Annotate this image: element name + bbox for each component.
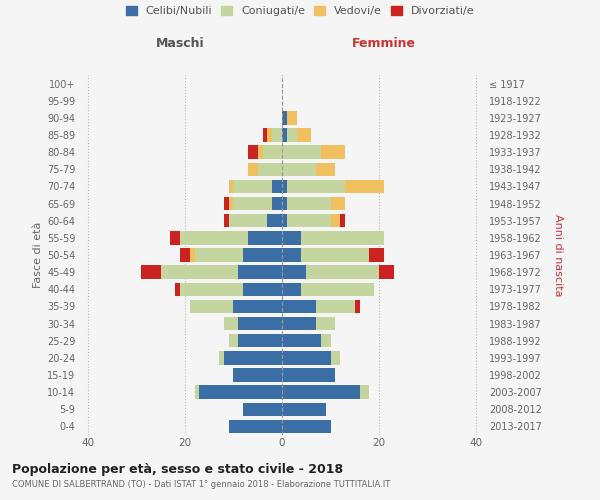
Bar: [282, 146, 321, 159]
Bar: [282, 300, 316, 313]
Bar: [180, 231, 248, 244]
Bar: [360, 386, 370, 399]
Bar: [282, 214, 287, 228]
Bar: [194, 248, 243, 262]
Bar: [248, 146, 258, 159]
Bar: [263, 128, 268, 141]
Bar: [180, 248, 190, 262]
Bar: [233, 300, 282, 313]
Bar: [248, 231, 282, 244]
Bar: [301, 248, 370, 262]
Bar: [219, 351, 224, 364]
Bar: [161, 266, 238, 279]
Bar: [355, 300, 360, 313]
Bar: [243, 282, 282, 296]
Y-axis label: Anni di nascita: Anni di nascita: [553, 214, 563, 296]
Bar: [331, 351, 340, 364]
Bar: [331, 197, 345, 210]
Bar: [190, 300, 233, 313]
Bar: [190, 248, 194, 262]
Text: COMUNE DI SALBERTRAND (TO) - Dati ISTAT 1° gennaio 2018 - Elaborazione TUTTITALI: COMUNE DI SALBERTRAND (TO) - Dati ISTAT …: [12, 480, 390, 489]
Text: Popolazione per età, sesso e stato civile - 2018: Popolazione per età, sesso e stato civil…: [12, 462, 343, 475]
Bar: [229, 214, 268, 228]
Bar: [263, 146, 282, 159]
Bar: [229, 334, 238, 347]
Bar: [248, 162, 258, 176]
Bar: [229, 197, 233, 210]
Bar: [370, 248, 384, 262]
Bar: [233, 368, 282, 382]
Bar: [229, 420, 282, 433]
Bar: [268, 128, 272, 141]
Bar: [331, 214, 340, 228]
Bar: [287, 180, 345, 193]
Bar: [243, 402, 282, 416]
Bar: [268, 214, 282, 228]
Bar: [243, 248, 282, 262]
Bar: [316, 162, 335, 176]
Bar: [321, 146, 345, 159]
Bar: [175, 282, 180, 296]
Bar: [229, 180, 233, 193]
Bar: [282, 351, 331, 364]
Bar: [282, 197, 287, 210]
Bar: [301, 282, 374, 296]
Text: Maschi: Maschi: [155, 37, 205, 50]
Bar: [238, 334, 282, 347]
Bar: [224, 351, 282, 364]
Bar: [272, 180, 282, 193]
Bar: [282, 266, 306, 279]
Text: Femmine: Femmine: [352, 37, 416, 50]
Bar: [287, 197, 331, 210]
Bar: [287, 111, 296, 124]
Bar: [306, 266, 379, 279]
Bar: [282, 111, 287, 124]
Bar: [282, 420, 331, 433]
Bar: [258, 146, 263, 159]
Bar: [233, 197, 272, 210]
Bar: [296, 128, 311, 141]
Bar: [282, 248, 301, 262]
Bar: [272, 128, 282, 141]
Bar: [170, 231, 180, 244]
Bar: [282, 231, 301, 244]
Bar: [301, 231, 384, 244]
Bar: [224, 317, 238, 330]
Bar: [282, 162, 316, 176]
Bar: [282, 180, 287, 193]
Bar: [258, 162, 282, 176]
Bar: [282, 317, 316, 330]
Bar: [340, 214, 345, 228]
Bar: [316, 300, 355, 313]
Bar: [287, 128, 296, 141]
Bar: [316, 317, 335, 330]
Bar: [224, 197, 229, 210]
Bar: [282, 282, 301, 296]
Bar: [282, 402, 326, 416]
Bar: [379, 266, 394, 279]
Bar: [287, 214, 331, 228]
Bar: [272, 197, 282, 210]
Bar: [345, 180, 384, 193]
Bar: [141, 266, 161, 279]
Bar: [282, 368, 335, 382]
Bar: [321, 334, 331, 347]
Bar: [282, 128, 287, 141]
Legend: Celibi/Nubili, Coniugati/e, Vedovi/e, Divorziati/e: Celibi/Nubili, Coniugati/e, Vedovi/e, Di…: [125, 6, 475, 16]
Bar: [233, 180, 272, 193]
Bar: [194, 386, 199, 399]
Y-axis label: Fasce di età: Fasce di età: [32, 222, 43, 288]
Bar: [180, 282, 243, 296]
Bar: [224, 214, 229, 228]
Bar: [238, 266, 282, 279]
Bar: [282, 334, 321, 347]
Bar: [199, 386, 282, 399]
Bar: [238, 317, 282, 330]
Bar: [282, 386, 360, 399]
